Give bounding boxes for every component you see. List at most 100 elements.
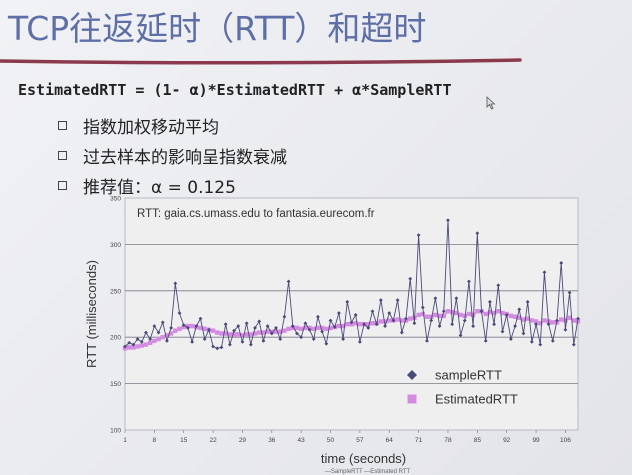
estimated-rtt-point [336,323,342,329]
sample-rtt-point [391,318,396,323]
sample-rtt-point [240,339,245,344]
estimated-rtt-point [420,311,426,317]
sample-rtt-point [160,320,165,325]
sample-rtt-point [257,319,262,324]
legend-marker-sample [407,370,417,380]
y-tick-label: 200 [110,335,121,342]
estimated-rtt-point [454,310,459,316]
sample-rtt-point [513,324,517,328]
sample-rtt-point [311,337,316,341]
sample-rtt-point [471,324,476,328]
sample-rtt-point [408,276,413,281]
sample-rtt-point [295,331,299,336]
estimated-rtt-point [273,329,279,334]
sample-rtt-point [446,218,450,223]
estimated-rtt-point [189,323,195,329]
estimated-rtt-point [449,309,455,315]
sample-rtt-point [383,324,387,328]
sample-rtt-point [139,339,144,344]
sample-rtt-point [357,339,362,344]
estimated-rtt-point [298,326,304,332]
estimated-rtt-point [399,318,405,323]
estimated-rtt-point [261,330,266,335]
sample-rtt-point [169,326,174,330]
sample-rtt-point [508,337,513,341]
sample-rtt-point [232,328,236,333]
estimated-rtt-point [160,335,165,340]
x-tick-label: 99 [532,437,540,444]
estimated-rtt-point [567,315,572,320]
sample-rtt-point [177,311,182,315]
estimated-rtt-point [491,310,497,316]
slide-title: TCP往返延时（RTT）和超时 [8,9,427,48]
square-bullet-icon [58,180,67,190]
estimated-rtt-point [252,331,258,336]
sample-rtt-point [127,340,132,345]
bullet-item-alpha: 推荐值：α = 0.125 [58,170,287,200]
sample-rtt-point [227,342,232,347]
bullet-text: 推荐值：α = 0.125 [83,177,236,198]
estimated-rtt-point [143,342,149,347]
estimated-rtt-point [441,313,446,319]
sample-rtt-point [274,326,278,330]
sample-rtt-point [370,309,375,314]
estimated-rtt-point [311,326,316,332]
x-axis-label: time (seconds) [321,451,406,466]
estimated-rtt-point [210,328,216,333]
sample-rtt-point [131,342,136,347]
estimated-rtt-point [147,340,153,345]
sample-rtt-point [349,320,354,325]
sample-rtt-point [341,337,346,341]
estimated-rtt-point [462,313,467,319]
estimated-rtt-point [227,332,233,337]
estimated-rtt-point [559,317,564,322]
estimated-rtt-point [357,322,363,327]
y-tick-label: 350 [110,196,121,203]
sample-rtt-point [496,283,501,288]
estimated-rtt-point [156,336,161,342]
legend-marker-estimated [407,394,417,404]
estimated-rtt-point [219,331,224,336]
sample-rtt-point [244,321,249,326]
estimated-rtt-point [366,322,371,327]
sample-rtt-point [412,321,417,326]
x-tick-label: 64 [386,437,394,444]
estimated-rtt-point [550,320,556,325]
estimated-rtt-point [395,317,400,322]
sample-rtt-point [219,345,224,350]
sample-rtt-point [441,309,446,314]
sample-rtt-point [269,331,274,336]
x-tick-label: 15 [180,437,188,444]
bullet-item-ewma: 指数加权移动平均 [58,110,287,140]
x-tick-label: 50 [327,437,335,444]
sample-rtt-point [337,311,341,315]
y-tick-label: 300 [110,242,121,249]
x-tick-label: 22 [209,437,217,444]
sample-rtt-point [492,322,497,327]
x-tick-label: 85 [474,437,482,444]
sample-rtt-point [467,279,471,284]
estimated-rtt-point [533,319,539,324]
estimated-rtt-point [508,313,514,319]
sample-rtt-point [282,314,287,319]
estimated-rtt-point [378,319,384,324]
estimated-rtt-point [437,313,442,319]
sample-rtt-point [374,322,379,327]
estimated-rtt-point [177,326,182,332]
estimated-rtt-point [265,329,270,334]
sample-rtt-point [517,307,522,312]
y-axis-label: RTT (milliseconds) [84,260,99,368]
sample-rtt-point [320,329,325,334]
estimated-rtt-point [152,338,157,344]
sample-rtt-point [362,322,366,327]
estimated-rtt-point [529,318,535,323]
estimated-rtt-point [168,331,174,336]
sample-rtt-point [181,323,186,328]
estimated-rtt-point [458,312,463,318]
sample-rtt-point [248,342,253,347]
sample-rtt-point [454,296,459,301]
sample-rtt-point [194,324,199,328]
sample-rtt-point [165,339,169,343]
sample-rtt-point [542,270,547,275]
estimated-rtt-point [315,325,321,331]
